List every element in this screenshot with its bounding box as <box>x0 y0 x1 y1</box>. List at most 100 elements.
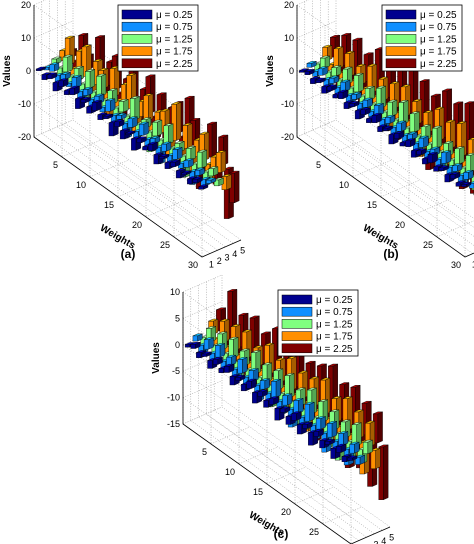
x-tick-label: 15 <box>367 200 377 210</box>
grid-line <box>33 103 203 225</box>
grid-line <box>320 126 474 237</box>
bar <box>194 167 205 176</box>
bar <box>69 85 80 96</box>
bar <box>376 85 386 109</box>
bar <box>291 411 302 421</box>
grid-line <box>335 119 474 219</box>
bar <box>82 87 93 96</box>
legend-swatch <box>281 319 313 329</box>
bar <box>306 61 317 68</box>
bar <box>226 354 237 366</box>
bar <box>116 113 127 120</box>
bar <box>248 368 259 382</box>
bar <box>396 120 407 132</box>
bar <box>197 149 207 169</box>
legend-swatch <box>281 306 313 317</box>
grid-line <box>304 133 473 254</box>
bar <box>313 428 324 437</box>
bar <box>353 73 364 93</box>
grid-line <box>210 426 251 445</box>
bar <box>427 152 438 164</box>
grid-line <box>41 133 210 254</box>
z-tick-label: -10 <box>18 99 31 109</box>
bar <box>172 147 183 160</box>
legend-swatch <box>281 331 313 341</box>
bar <box>228 336 239 359</box>
bar <box>271 378 281 398</box>
grid-line <box>173 219 214 238</box>
bar <box>370 447 381 470</box>
z-axis-label: Values <box>265 55 276 87</box>
grid-line <box>190 420 359 541</box>
bar <box>143 93 154 121</box>
bar <box>206 177 216 184</box>
y-tick-label: 1 <box>209 259 214 269</box>
bar <box>96 73 107 97</box>
bar <box>62 54 73 73</box>
legend-swatch <box>281 294 313 305</box>
grid-line <box>61 139 102 158</box>
x-tick-label: 15 <box>104 200 114 210</box>
legend-label: μ = 2.25 <box>420 59 457 70</box>
z-tick-label: -20 <box>281 132 294 142</box>
bar <box>333 46 344 69</box>
bar <box>382 125 393 132</box>
bar <box>80 97 91 104</box>
bar <box>394 131 404 140</box>
bar <box>136 136 147 144</box>
bar <box>47 72 57 80</box>
y-tick-label: 1 <box>472 259 474 269</box>
bar <box>268 396 279 405</box>
panel-label: (c) <box>274 527 289 541</box>
bar <box>418 135 429 148</box>
x-tick-label: 20 <box>281 507 291 517</box>
y-tick-label: 4 <box>232 249 237 259</box>
grid-line <box>296 119 337 138</box>
x-tick-label: 10 <box>225 467 235 477</box>
grid-line <box>296 20 337 39</box>
bar <box>385 115 395 124</box>
grid-line <box>49 129 218 251</box>
bar <box>192 176 203 184</box>
bar <box>315 77 326 84</box>
bar <box>103 113 113 120</box>
grid-line <box>206 413 375 535</box>
bar <box>302 421 313 429</box>
legend-swatch <box>121 21 153 32</box>
y-tick-label: 5 <box>240 246 245 256</box>
grid-line <box>145 199 186 218</box>
bar <box>257 389 268 397</box>
z-tick-label: -20 <box>18 132 31 142</box>
bar <box>355 454 365 465</box>
x-tick-label: 5 <box>202 447 207 457</box>
x-tick-label: 25 <box>160 240 170 250</box>
grid-line <box>296 103 466 225</box>
grid-line <box>322 506 363 525</box>
bar <box>192 333 203 342</box>
legend-swatch <box>385 21 417 32</box>
bar <box>250 350 261 375</box>
z-tick-label: 10 <box>284 33 294 43</box>
legend-label: μ = 1.25 <box>156 34 193 45</box>
grid-line <box>117 179 158 198</box>
bar <box>198 184 209 190</box>
bar <box>35 66 46 72</box>
z-tick-label: 20 <box>21 0 31 10</box>
bar <box>349 441 360 454</box>
bar <box>351 92 362 100</box>
grid-line <box>182 301 223 319</box>
legend-swatch <box>385 58 417 69</box>
bar <box>215 343 225 358</box>
bar <box>246 378 257 389</box>
x-tick-label: 20 <box>395 220 405 230</box>
chart-panel-2: 20100-10-205101520253012345ValuesWeights… <box>265 0 474 270</box>
grid-line <box>296 119 337 138</box>
bar <box>378 444 389 501</box>
grid-line <box>182 406 223 425</box>
bar <box>326 84 337 92</box>
legend-label: μ = 1.75 <box>420 47 457 58</box>
z-tick-label: 10 <box>21 33 31 43</box>
bar <box>338 89 348 100</box>
grid-line <box>33 0 47 6</box>
